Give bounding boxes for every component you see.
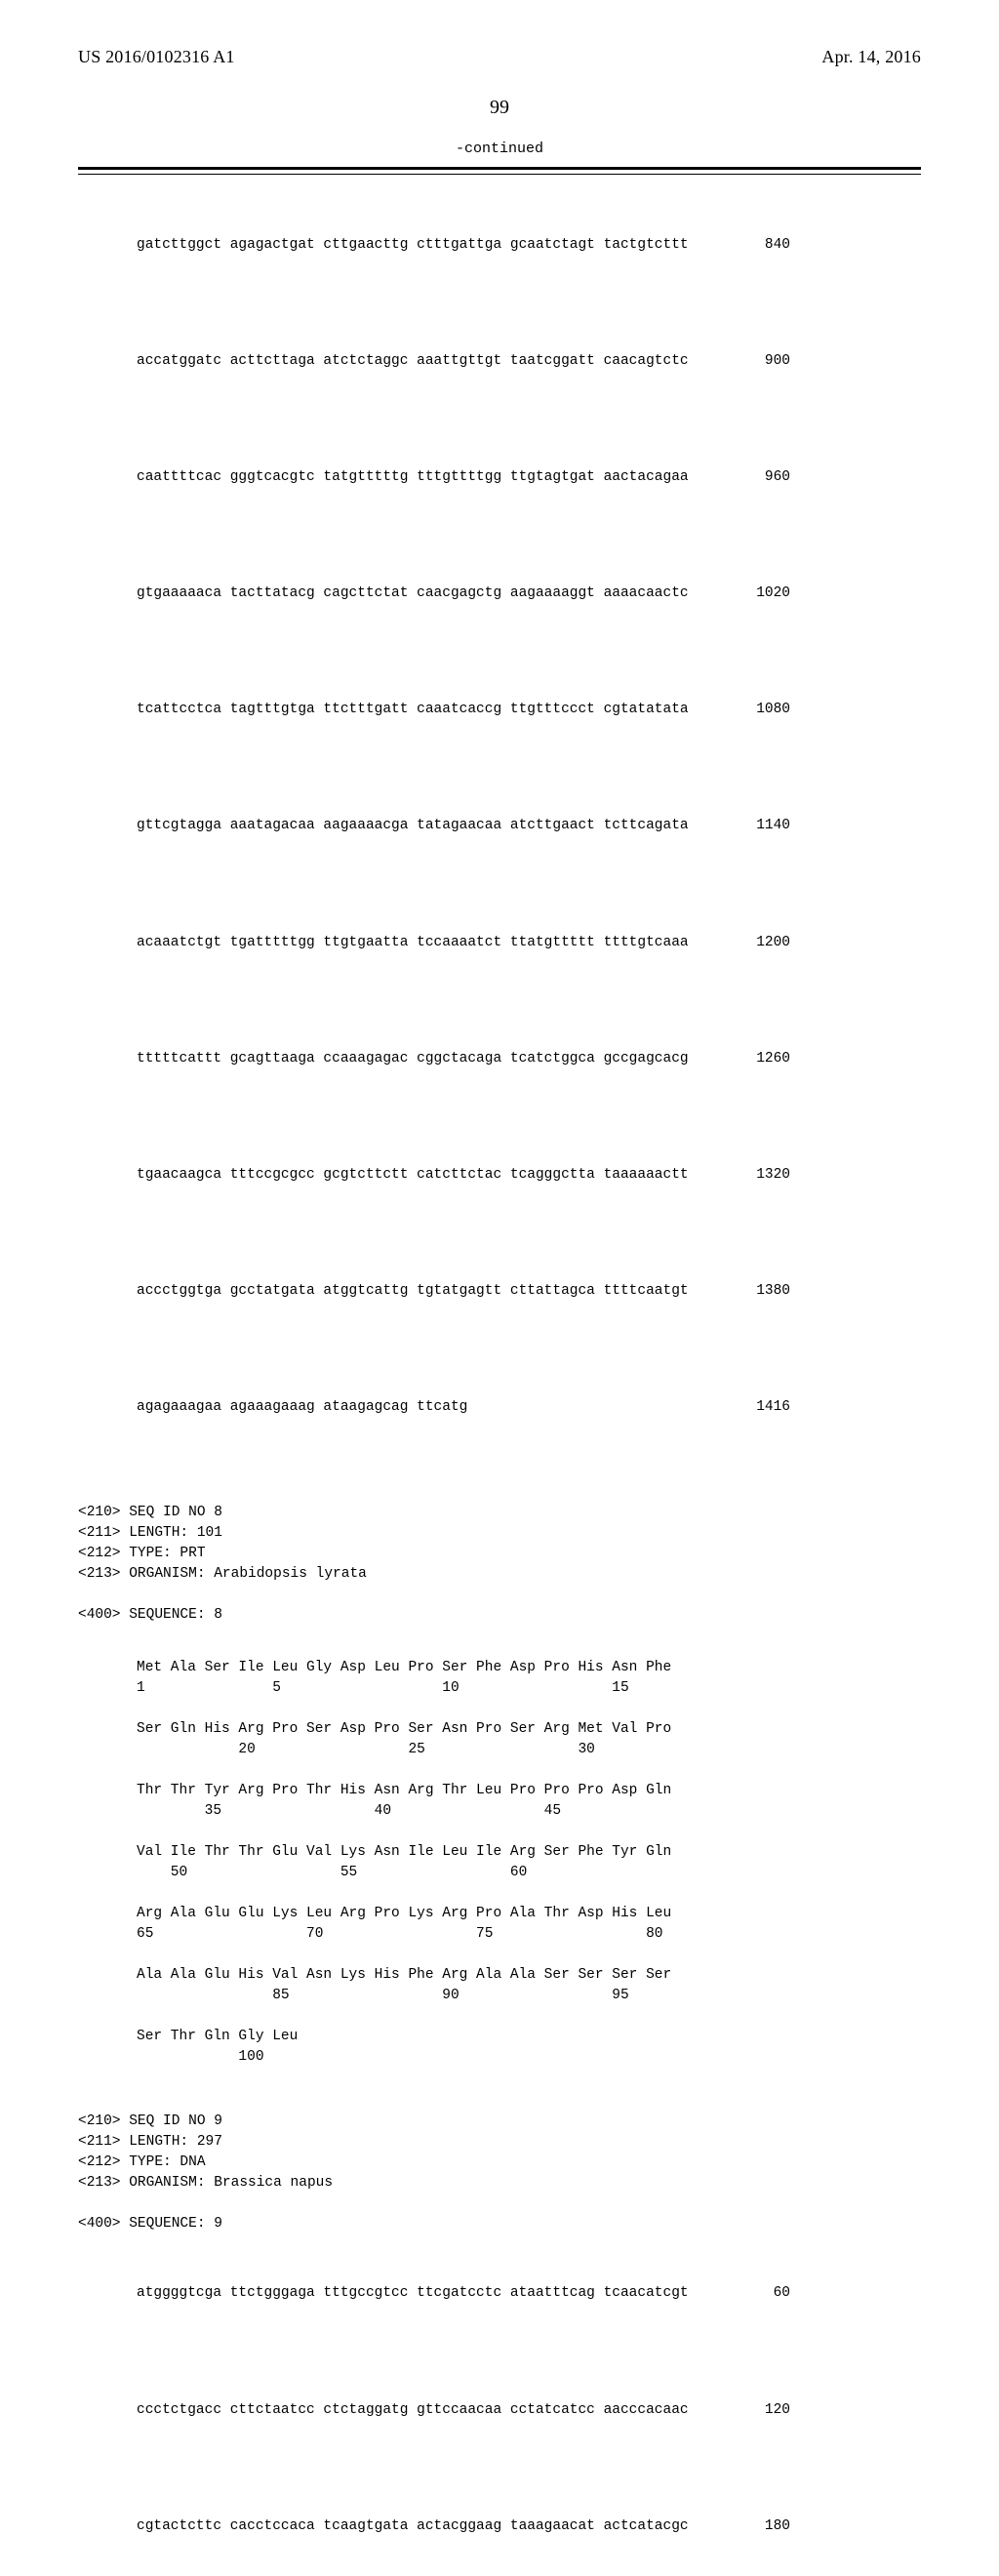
meta-line: <211> LENGTH: 297 [78,2134,222,2150]
meta-line: <211> LENGTH: 101 [78,1525,222,1541]
continued-label: -continued [78,141,921,157]
seq-pos: 1080 [732,700,790,720]
seq-text: ccctctgacc cttctaatcc ctctaggatg gttccaa… [137,2400,732,2421]
publication-date: Apr. 14, 2016 [821,47,921,67]
meta-line: <212> TYPE: PRT [78,1546,206,1561]
publication-number: US 2016/0102316 A1 [78,47,235,67]
meta-line: <213> ORGANISM: Brassica napus [78,2175,333,2191]
aa-line: Arg Ala Glu Glu Lys Leu Arg Pro Lys Arg … [137,1906,671,1921]
seq-text: acaaatctgt tgatttttgg ttgtgaatta tccaaaa… [137,933,732,953]
page-number: 99 [78,97,921,119]
aa-nums: 85 90 95 [137,1988,629,2003]
aa-nums: 1 5 10 15 [137,1680,629,1696]
seq8-meta: <210> SEQ ID NO 8 <211> LENGTH: 101 <212… [78,1482,921,1626]
seq-pos: 120 [732,2400,790,2421]
aa-line: Met Ala Ser Ile Leu Gly Asp Leu Pro Ser … [137,1660,671,1675]
aa-line: Ser Thr Gln Gly Leu [137,2029,298,2044]
aa-line: Val Ile Thr Thr Glu Val Lys Asn Ile Leu … [137,1844,671,1860]
seq-text: agagaaagaa agaaagaaag ataagagcag ttcatg [137,1397,732,1418]
seq-text: gtgaaaaaca tacttatacg cagcttctat caacgag… [137,584,732,604]
seq-pos: 900 [732,351,790,372]
seq-pos: 1020 [732,584,790,604]
seq-text: accatggatc acttcttaga atctctaggc aaattgt… [137,351,732,372]
seq-text: gttcgtagga aaatagacaa aagaaaacga tatagaa… [137,816,732,836]
seq-pos: 60 [732,2283,790,2304]
seq9-block: atggggtcga ttctgggaga tttgccgtcc ttcgatc… [137,2242,921,2576]
seq-pos: 1260 [732,1049,790,1069]
rule-thin [78,174,921,175]
seq-text: cgtactcttc cacctccaca tcaagtgata actacgg… [137,2516,732,2537]
seq-text: atggggtcga ttctgggaga tttgccgtcc ttcgatc… [137,2283,732,2304]
seq8-aa: Met Ala Ser Ile Leu Gly Asp Leu Pro Ser … [137,1637,921,2068]
seq9-meta: <210> SEQ ID NO 9 <211> LENGTH: 297 <212… [78,2091,921,2234]
seq-text: tcattcctca tagtttgtga ttctttgatt caaatca… [137,700,732,720]
aa-nums: 100 [137,2049,264,2065]
header-row: US 2016/0102316 A1 Apr. 14, 2016 [78,47,921,67]
seq-text: gatcttggct agagactgat cttgaacttg ctttgat… [137,235,732,256]
seq-text: accctggtga gcctatgata atggtcattg tgtatga… [137,1281,732,1302]
rule-thick [78,167,921,170]
seq-text: tttttcattt gcagttaaga ccaaagagac cggctac… [137,1049,732,1069]
aa-line: Ala Ala Glu His Val Asn Lys His Phe Arg … [137,1967,671,1983]
meta-line: <213> ORGANISM: Arabidopsis lyrata [78,1566,367,1582]
seq-pos: 1200 [732,933,790,953]
aa-nums: 65 70 75 80 [137,1926,663,1942]
seq-pos: 180 [732,2516,790,2537]
seq-pos: 1320 [732,1165,790,1186]
page-container: US 2016/0102316 A1 Apr. 14, 2016 99 -con… [0,0,999,2576]
aa-nums: 50 55 60 [137,1865,527,1880]
seq-pos: 960 [732,467,790,488]
seq-text: caattttcac gggtcacgtc tatgtttttg tttgttt… [137,467,732,488]
meta-line: <212> TYPE: DNA [78,2154,206,2170]
aa-line: Ser Gln His Arg Pro Ser Asp Pro Ser Asn … [137,1721,671,1737]
aa-line: Thr Thr Tyr Arg Pro Thr His Asn Arg Thr … [137,1783,671,1798]
meta-line: <400> SEQUENCE: 8 [78,1607,222,1623]
meta-line: <210> SEQ ID NO 8 [78,1505,222,1520]
aa-nums: 20 25 30 [137,1742,595,1757]
seq-text: tgaacaagca tttccgcgcc gcgtcttctt catcttc… [137,1165,732,1186]
meta-line: <210> SEQ ID NO 9 [78,2113,222,2129]
seq7-block: gatcttggct agagactgat cttgaacttg ctttgat… [137,194,921,1459]
seq-pos: 840 [732,235,790,256]
aa-nums: 35 40 45 [137,1803,561,1819]
seq-pos: 1380 [732,1281,790,1302]
seq-pos: 1140 [732,816,790,836]
seq-pos: 1416 [732,1397,790,1418]
meta-line: <400> SEQUENCE: 9 [78,2216,222,2232]
